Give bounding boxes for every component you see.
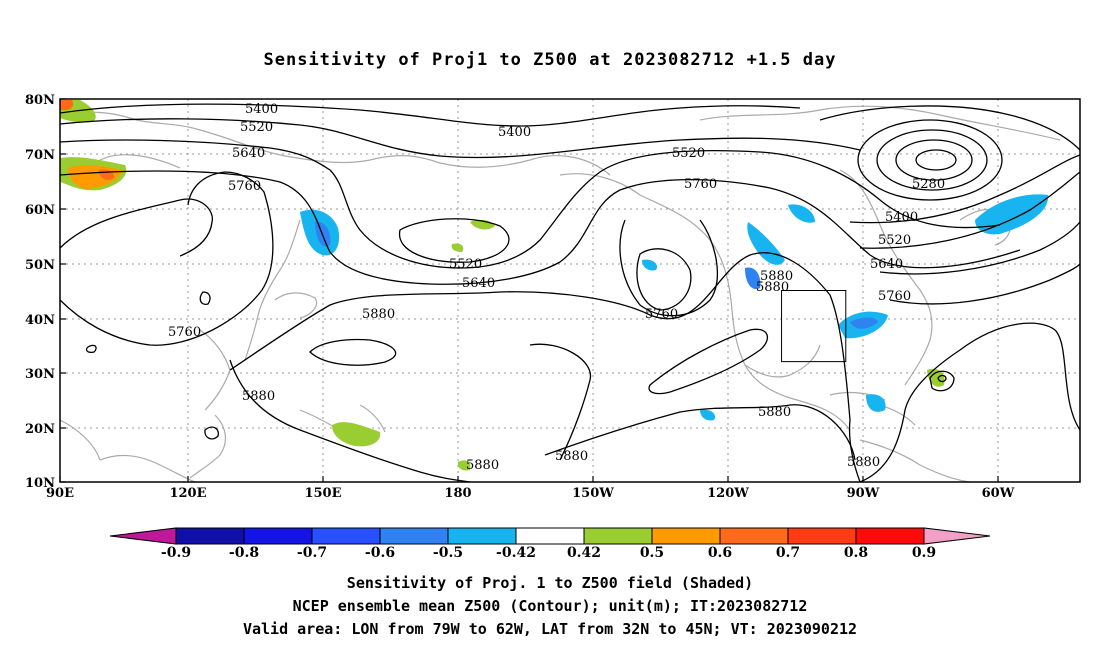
caption-valid-area: Valid area: LON from 79W to 62W, LAT fro… xyxy=(242,620,858,638)
contour-label: 5760 xyxy=(168,325,201,340)
contour-label: 5880 xyxy=(362,307,395,322)
lat-tick-labels: 80N 70N 60N 50N 40N 30N 20N 10N xyxy=(25,93,55,491)
colorbar-swatch xyxy=(515,527,585,545)
shade-negative-canada xyxy=(788,204,815,223)
colorbar-swatch xyxy=(719,527,789,545)
colorbar-swatch xyxy=(855,527,925,545)
colorbar-swatch xyxy=(787,527,857,545)
colorbar-swatch xyxy=(447,527,517,545)
colorbar-label: -0.8 xyxy=(229,545,259,561)
contour-label: 5760 xyxy=(228,179,261,194)
shade-negative-greatlakes-core xyxy=(850,317,878,329)
contour-label: 5760 xyxy=(645,307,678,322)
lat-tick-label: 40N xyxy=(25,313,55,328)
contour-labels: 5400 5520 5640 5760 5400 5520 5760 5520 … xyxy=(168,102,945,473)
colorbar-low-arrow xyxy=(109,527,177,545)
colorbar-label: -0.6 xyxy=(365,545,395,561)
caption-shading: Sensitivity of Proj. 1 to Z500 field (Sh… xyxy=(346,574,754,592)
contour-label: 5880 xyxy=(847,455,880,470)
tick-marks xyxy=(59,98,999,483)
colorbar-label: 0.9 xyxy=(912,545,936,561)
contour-label: 5880 xyxy=(756,280,789,295)
lat-tick-label: 20N xyxy=(25,422,55,437)
colorbar-swatch xyxy=(651,527,721,545)
colorbar-swatch xyxy=(175,527,245,545)
contour-label: 5520 xyxy=(240,120,273,135)
sensitivity-map: 5400 5520 5640 5760 5400 5520 5760 5520 … xyxy=(25,93,1081,561)
contour-label: 5880 xyxy=(242,389,275,404)
caption-contour: NCEP ensemble mean Z500 (Contour); unit(… xyxy=(292,597,808,615)
plot-frame xyxy=(59,98,1081,483)
contour-label: 5880 xyxy=(760,269,793,284)
colorbar-label: -0.9 xyxy=(161,545,191,561)
colorbar-label: 0.7 xyxy=(776,545,800,561)
lon-tick-label: 90E xyxy=(46,486,74,501)
colorbar-label: -0.5 xyxy=(433,545,463,561)
contour-label: 5520 xyxy=(672,146,705,161)
chart-title: Sensitivity of Proj1 to Z500 at 20230827… xyxy=(263,50,837,70)
shade-negative-pacific-ne xyxy=(642,259,658,271)
lat-tick-label: 80N xyxy=(25,93,55,108)
contour-label: 5880 xyxy=(758,405,791,420)
lon-tick-label: 120W xyxy=(707,486,749,501)
lon-tick-label: 120E xyxy=(169,486,206,501)
colorbar xyxy=(109,527,991,545)
z500-contours xyxy=(59,103,1081,483)
colorbar-swatch xyxy=(379,527,449,545)
shade-negative-rockies-core xyxy=(745,267,761,290)
colorbar-label: 0.42 xyxy=(567,545,601,561)
colorbar-label: -0.42 xyxy=(496,545,536,561)
colorbar-swatch xyxy=(311,527,381,545)
contour-label: 5880 xyxy=(555,449,588,464)
contour-label: 5520 xyxy=(449,257,482,272)
lon-tick-label: 180 xyxy=(444,486,471,501)
valid-area-box xyxy=(781,290,847,363)
contour-label: 5640 xyxy=(462,276,495,291)
colorbar-label: -0.7 xyxy=(297,545,327,561)
colorbar-label: 0.6 xyxy=(708,545,732,561)
shade-orange-arctic xyxy=(60,100,74,110)
colorbar-swatch xyxy=(243,527,313,545)
lat-tick-label: 50N xyxy=(25,258,55,273)
contour-label: 5640 xyxy=(870,257,903,272)
lat-tick-label: 60N xyxy=(25,203,55,218)
shade-negative-labrador xyxy=(975,194,1049,235)
shade-positive-pacific xyxy=(332,422,381,447)
contour-label: 5760 xyxy=(684,177,717,192)
contour-label: 5640 xyxy=(232,146,265,161)
colorbar-swatch xyxy=(583,527,653,545)
shade-negative-florida xyxy=(866,394,886,412)
contour-label: 5880 xyxy=(466,458,499,473)
contour-label: 5400 xyxy=(245,102,278,117)
contour-label: 5520 xyxy=(878,233,911,248)
contour-label: 5280 xyxy=(912,177,945,192)
colorbar-high-arrow xyxy=(923,527,991,545)
lat-tick-label: 10N xyxy=(25,476,55,491)
graticule xyxy=(60,99,1080,482)
shade-positive-tropics xyxy=(457,460,471,471)
colorbar-label: 0.8 xyxy=(844,545,868,561)
shade-negative-mexico xyxy=(700,409,716,421)
lat-tick-label: 30N xyxy=(25,367,55,382)
contour-label: 5400 xyxy=(498,125,531,140)
lon-tick-label: 150E xyxy=(304,486,341,501)
contour-label: 5400 xyxy=(885,210,918,225)
colorbar-label: 0.5 xyxy=(640,545,664,561)
lon-tick-labels: 90E 120E 150E 180 150W 120W 90W 60W xyxy=(46,486,1015,501)
lon-tick-label: 60W xyxy=(982,486,1015,501)
colorbar-labels: -0.9 -0.8 -0.7 -0.6 -0.5 -0.42 0.42 0.5 … xyxy=(161,545,936,561)
plot-background xyxy=(60,99,1080,482)
lon-tick-label: 90W xyxy=(847,486,880,501)
shade-positive-bering-small xyxy=(451,243,464,252)
lon-tick-label: 150W xyxy=(572,486,614,501)
lat-tick-label: 70N xyxy=(25,148,55,163)
contour-label: 5760 xyxy=(878,289,911,304)
